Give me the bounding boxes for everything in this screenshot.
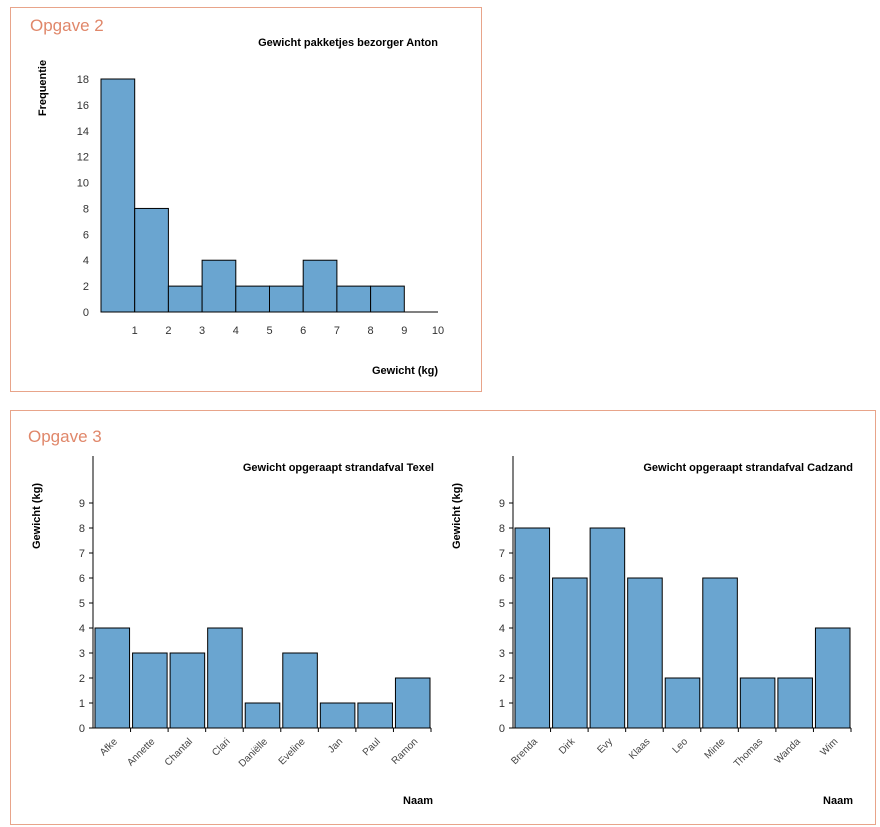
chart-2-ytick-4: 4	[79, 623, 85, 635]
chart-2-xlabel: Naam	[403, 795, 433, 807]
chart-3-xlabel: Naam	[823, 795, 853, 807]
chart-3-title: Gewicht opgeraapt strandafval Cadzand	[643, 462, 853, 474]
chart-1-xtick-2: 3	[199, 325, 205, 337]
chart-1-ytick-8: 16	[77, 100, 89, 112]
histogram-bar-0	[100, 78, 136, 313]
chart-2-category-label-6: Jan	[326, 736, 345, 755]
chart-3-ylabel: Gewicht (kg)	[451, 483, 463, 549]
chart-2-ytick-7: 7	[79, 548, 85, 560]
chart-2-bar-2	[169, 652, 206, 729]
histogram-bar-7	[336, 285, 372, 313]
chart-2-category-label-2: Chantal	[163, 736, 195, 768]
chart-2-bar-7	[357, 702, 393, 729]
chart-1-xtick-0: 1	[132, 325, 138, 337]
chart-2-ytick-2: 2	[79, 673, 85, 685]
chart-3-ytick-6: 6	[499, 573, 505, 585]
chart-1-xtick-8: 9	[401, 325, 407, 337]
chart-2-category-label-0: Afke	[98, 736, 120, 758]
chart-1-ytick-5: 10	[77, 178, 89, 190]
chart-1-title: Gewicht pakketjes bezorger Anton	[258, 37, 438, 49]
chart-1-ytick-6: 12	[77, 152, 89, 164]
chart-1-xtick-9: 10	[432, 325, 444, 337]
chart-1-xlabel: Gewicht (kg)	[372, 365, 438, 377]
histogram-bar-6	[302, 259, 338, 313]
chart-3-bar-6	[739, 677, 776, 729]
chart-3-category-label-2: Evy	[595, 736, 615, 756]
chart-3-bar-8	[814, 627, 851, 729]
chart-2-ytick-9: 9	[79, 498, 85, 510]
chart-1-xtick-5: 6	[300, 325, 306, 337]
chart-2-ytick-1: 1	[79, 698, 85, 710]
chart-3-ytick-2: 2	[499, 673, 505, 685]
chart-3-category-label-3: Klaas	[627, 736, 652, 761]
histogram-bar-1	[134, 207, 169, 313]
opgave-2-panel	[10, 7, 482, 392]
chart-2-bar-0	[94, 627, 131, 729]
chart-2-title: Gewicht opgeraapt strandafval Texel	[243, 462, 434, 474]
chart-3-ytick-4: 4	[499, 623, 505, 635]
chart-3-bar-5	[702, 577, 738, 729]
chart-3-ytick-8: 8	[499, 523, 505, 535]
chart-2-ytick-8: 8	[79, 523, 85, 535]
chart-2-ytick-6: 6	[79, 573, 85, 585]
chart-3-ytick-1: 1	[499, 698, 505, 710]
opgave-3-panel	[10, 410, 876, 825]
chart-3-category-label-8: Wim	[818, 736, 840, 758]
chart-1-xtick-1: 2	[165, 325, 171, 337]
chart-2-category-label-7: Paul	[361, 736, 383, 758]
chart-2-bar-1	[132, 652, 168, 729]
chart-3-category-label-7: Wanda	[773, 736, 803, 766]
chart-2-bar-3	[207, 627, 243, 729]
chart-2-category-label-8: Ramon	[390, 736, 421, 767]
chart-1-xtick-3: 4	[233, 325, 239, 337]
chart-1-ytick-3: 6	[83, 229, 89, 241]
histogram-bar-2	[167, 285, 203, 313]
chart-3-ytick-3: 3	[499, 648, 505, 660]
chart-1-ytick-1: 2	[83, 281, 89, 293]
chart-1-ytick-9: 18	[77, 74, 89, 86]
chart-3-bar-3	[627, 577, 663, 729]
chart-3-bar-1	[552, 577, 588, 729]
chart-3-category-label-6: Thomas	[732, 736, 765, 769]
chart-3-bar-4	[664, 677, 701, 729]
opgave-2-heading: Opgave 2	[30, 16, 104, 35]
chart-1-ytick-2: 4	[83, 255, 89, 267]
histogram-bar-3	[201, 259, 237, 313]
chart-3-category-label-4: Leo	[671, 736, 691, 756]
chart-2-bar-5	[282, 652, 318, 729]
chart-2-category-label-1: Annette	[125, 736, 157, 768]
chart-2-bar-4	[244, 702, 281, 729]
chart-3-ytick-5: 5	[499, 598, 505, 610]
chart-2-bar-8	[394, 677, 431, 729]
chart-2-category-label-5: Eveline	[277, 736, 308, 767]
histogram-bar-5	[269, 285, 304, 313]
chart-3-bar-0	[514, 527, 551, 729]
chart-2-ytick-5: 5	[79, 598, 85, 610]
chart-1-xtick-4: 5	[266, 325, 272, 337]
chart-1-ylabel: Frequentie	[37, 60, 49, 116]
chart-2-category-label-4: Daniëlle	[237, 736, 271, 770]
chart-2-category-label-3: Clari	[210, 736, 232, 758]
chart-1-ytick-7: 14	[77, 126, 89, 138]
chart-3-category-label-1: Dirk	[557, 736, 578, 757]
chart-3-bar-2	[589, 527, 626, 729]
opgave-3-heading: Opgave 3	[28, 427, 102, 446]
chart-1-ytick-0: 0	[83, 307, 89, 319]
chart-1-xtick-7: 8	[368, 325, 374, 337]
chart-2-ytick-3: 3	[79, 648, 85, 660]
chart-3-ytick-7: 7	[499, 548, 505, 560]
chart-3-category-label-5: Minte	[703, 736, 728, 761]
histogram-bar-4	[235, 285, 271, 313]
chart-2-ylabel: Gewicht (kg)	[31, 483, 43, 549]
chart-1-xtick-6: 7	[334, 325, 340, 337]
chart-3-ytick-9: 9	[499, 498, 505, 510]
chart-2-ytick-0: 0	[79, 723, 85, 735]
histogram-bar-8	[370, 285, 405, 313]
chart-1-ytick-4: 8	[83, 203, 89, 215]
chart-3-ytick-0: 0	[499, 723, 505, 735]
chart-2-bar-6	[319, 702, 356, 729]
chart-3-category-label-0: Brenda	[509, 736, 540, 767]
chart-3-bar-7	[777, 677, 813, 729]
